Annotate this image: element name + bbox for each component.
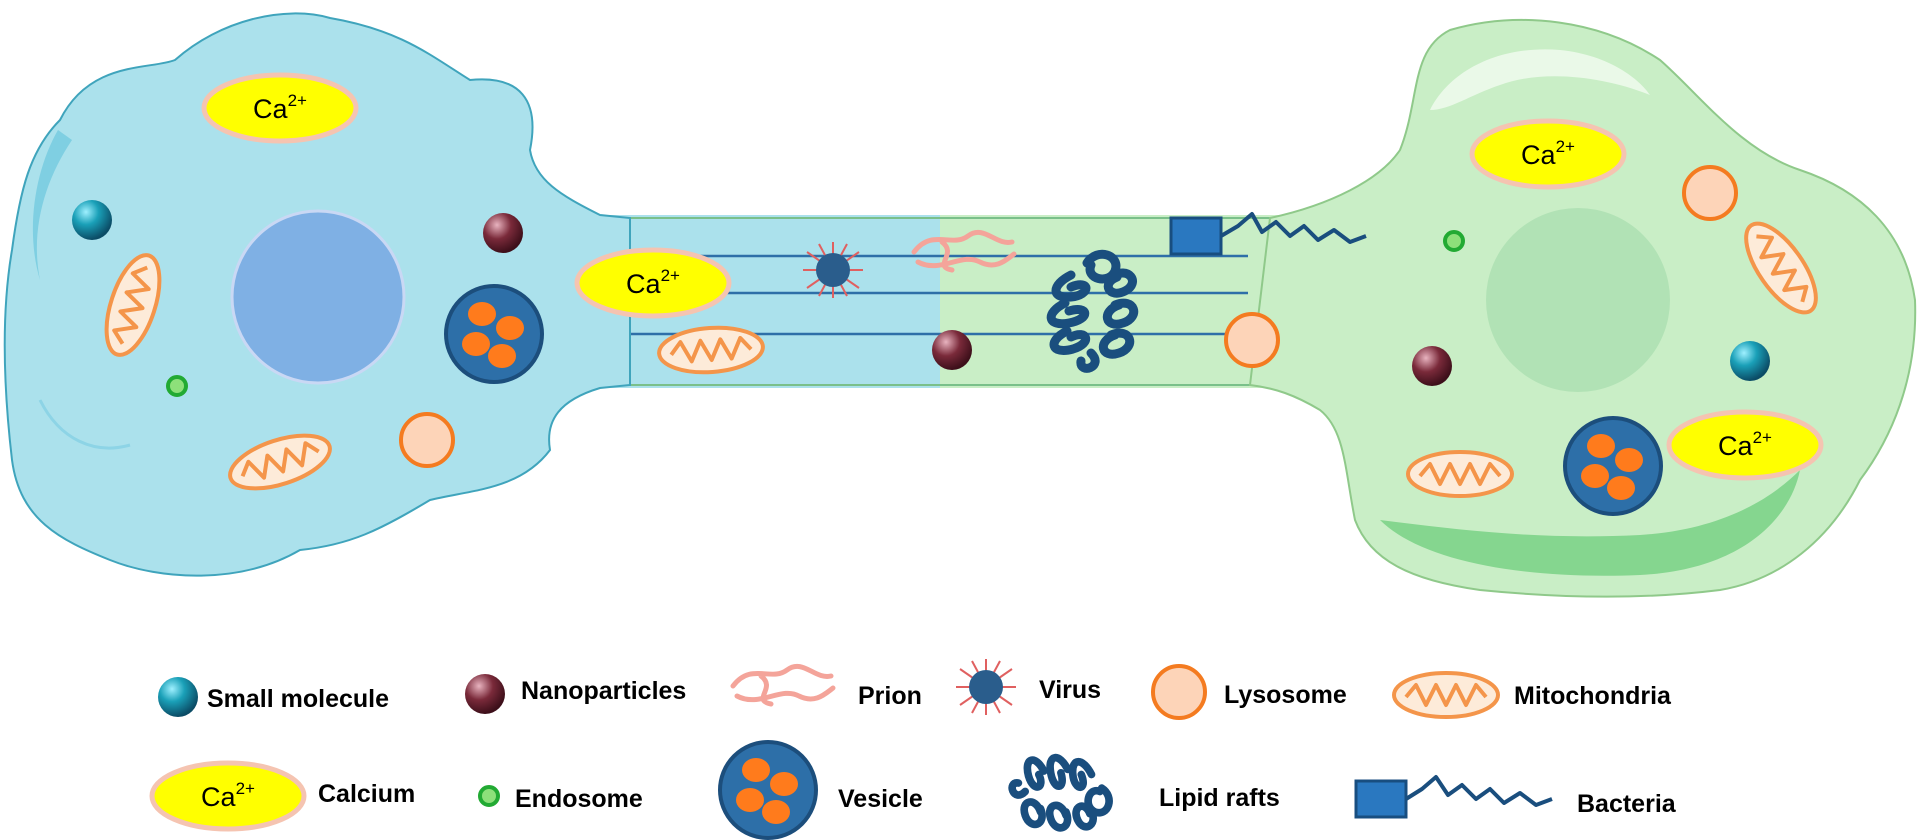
svg-text:Ca2+: Ca2+: [1521, 137, 1575, 170]
legend-item-lipid-rafts: Lipid rafts: [1012, 758, 1280, 828]
calcium-ion: Ca2+: [1669, 412, 1821, 478]
prion-icon: [733, 666, 833, 704]
legend-label-small-molecule: Small molecule: [207, 685, 389, 713]
legend-label-prion: Prion: [858, 682, 922, 710]
lysosome: [1224, 312, 1280, 368]
mitochondria-icon: [1392, 671, 1500, 719]
legend-item-endosome: Endosome: [478, 785, 643, 813]
svg-text:Ca2+: Ca2+: [253, 91, 307, 124]
legend-label-nanoparticles: Nanoparticles: [521, 677, 686, 705]
lipid-rafts-icon: [1012, 758, 1109, 828]
vesicle: [444, 284, 544, 384]
calcium-base: Ca: [201, 782, 236, 812]
legend-label-lipid-rafts: Lipid rafts: [1159, 784, 1280, 812]
lysosome-icon: [1151, 664, 1207, 720]
legend-label-vesicle: Vesicle: [838, 785, 923, 813]
legend: Small molecule Nanoparticles Prion Virus…: [152, 658, 1677, 840]
legend-item-virus: Virus: [955, 658, 1101, 716]
vesicle-icon: [718, 740, 818, 840]
calcium-charge: 2+: [1556, 137, 1575, 156]
legend-label-bacteria: Bacteria: [1577, 790, 1677, 818]
legend-item-small-molecule: Small molecule: [158, 677, 389, 717]
legend-item-mitochondria: Mitochondria: [1392, 671, 1672, 719]
calcium-charge: 2+: [236, 779, 255, 798]
legend-label-lysosome: Lysosome: [1224, 681, 1347, 709]
calcium-icon: Ca2+: [152, 763, 304, 829]
left-nucleus: [230, 209, 406, 385]
legend-item-lysosome: Lysosome: [1151, 664, 1347, 720]
calcium-charge: 2+: [661, 266, 680, 285]
lysosome: [1682, 165, 1738, 221]
calcium-ion: Ca2+: [204, 75, 356, 141]
calcium-base: Ca: [626, 269, 661, 299]
nanoparticle: [1412, 346, 1452, 386]
bacterium: [1169, 212, 1367, 256]
right-cell-highlight: [1430, 49, 1650, 110]
lysosome: [399, 412, 455, 468]
bacteria-icon: [1354, 775, 1553, 819]
svg-text:Ca2+: Ca2+: [1718, 428, 1772, 461]
small-molecule: [72, 200, 112, 240]
legend-item-prion: Prion: [733, 666, 922, 710]
mitochondrion: [1406, 450, 1514, 498]
left-cell: [3, 12, 631, 577]
legend-item-bacteria: Bacteria: [1354, 775, 1677, 819]
endosome-icon: [478, 785, 500, 807]
calcium-base: Ca: [1521, 140, 1556, 170]
calcium-ion: Ca2+: [1472, 121, 1624, 187]
legend-item-nanoparticles: Nanoparticles: [465, 674, 686, 714]
nanoparticle-icon: [465, 674, 505, 714]
svg-text:Ca2+: Ca2+: [201, 779, 255, 812]
left-cell-edge-shade: [32, 130, 72, 280]
calcium-base: Ca: [253, 94, 288, 124]
svg-text:Ca2+: Ca2+: [626, 266, 680, 299]
right-nucleus: [1486, 208, 1670, 392]
legend-item-calcium: Ca2+ Calcium: [152, 763, 415, 829]
calcium-base: Ca: [1718, 431, 1753, 461]
legend-label-calcium: Calcium: [318, 780, 415, 808]
calcium-charge: 2+: [288, 91, 307, 110]
calcium-ion: Ca2+: [577, 250, 729, 316]
legend-item-vesicle: Vesicle: [718, 740, 923, 840]
endosome: [1443, 230, 1465, 252]
vesicle: [1563, 416, 1663, 516]
legend-label-virus: Virus: [1039, 676, 1101, 704]
right-cell-bottom-shade: [1380, 470, 1800, 576]
small-molecule: [1730, 341, 1770, 381]
virus-icon: [955, 658, 1017, 716]
endosome: [166, 375, 188, 397]
legend-label-mitochondria: Mitochondria: [1514, 682, 1672, 710]
small-molecule-icon: [158, 677, 198, 717]
nanoparticle: [483, 213, 523, 253]
nanoparticle: [932, 330, 972, 370]
legend-label-endosome: Endosome: [515, 785, 643, 813]
left-cell-inner-fold: [38, 399, 131, 450]
calcium-charge: 2+: [1753, 428, 1772, 447]
